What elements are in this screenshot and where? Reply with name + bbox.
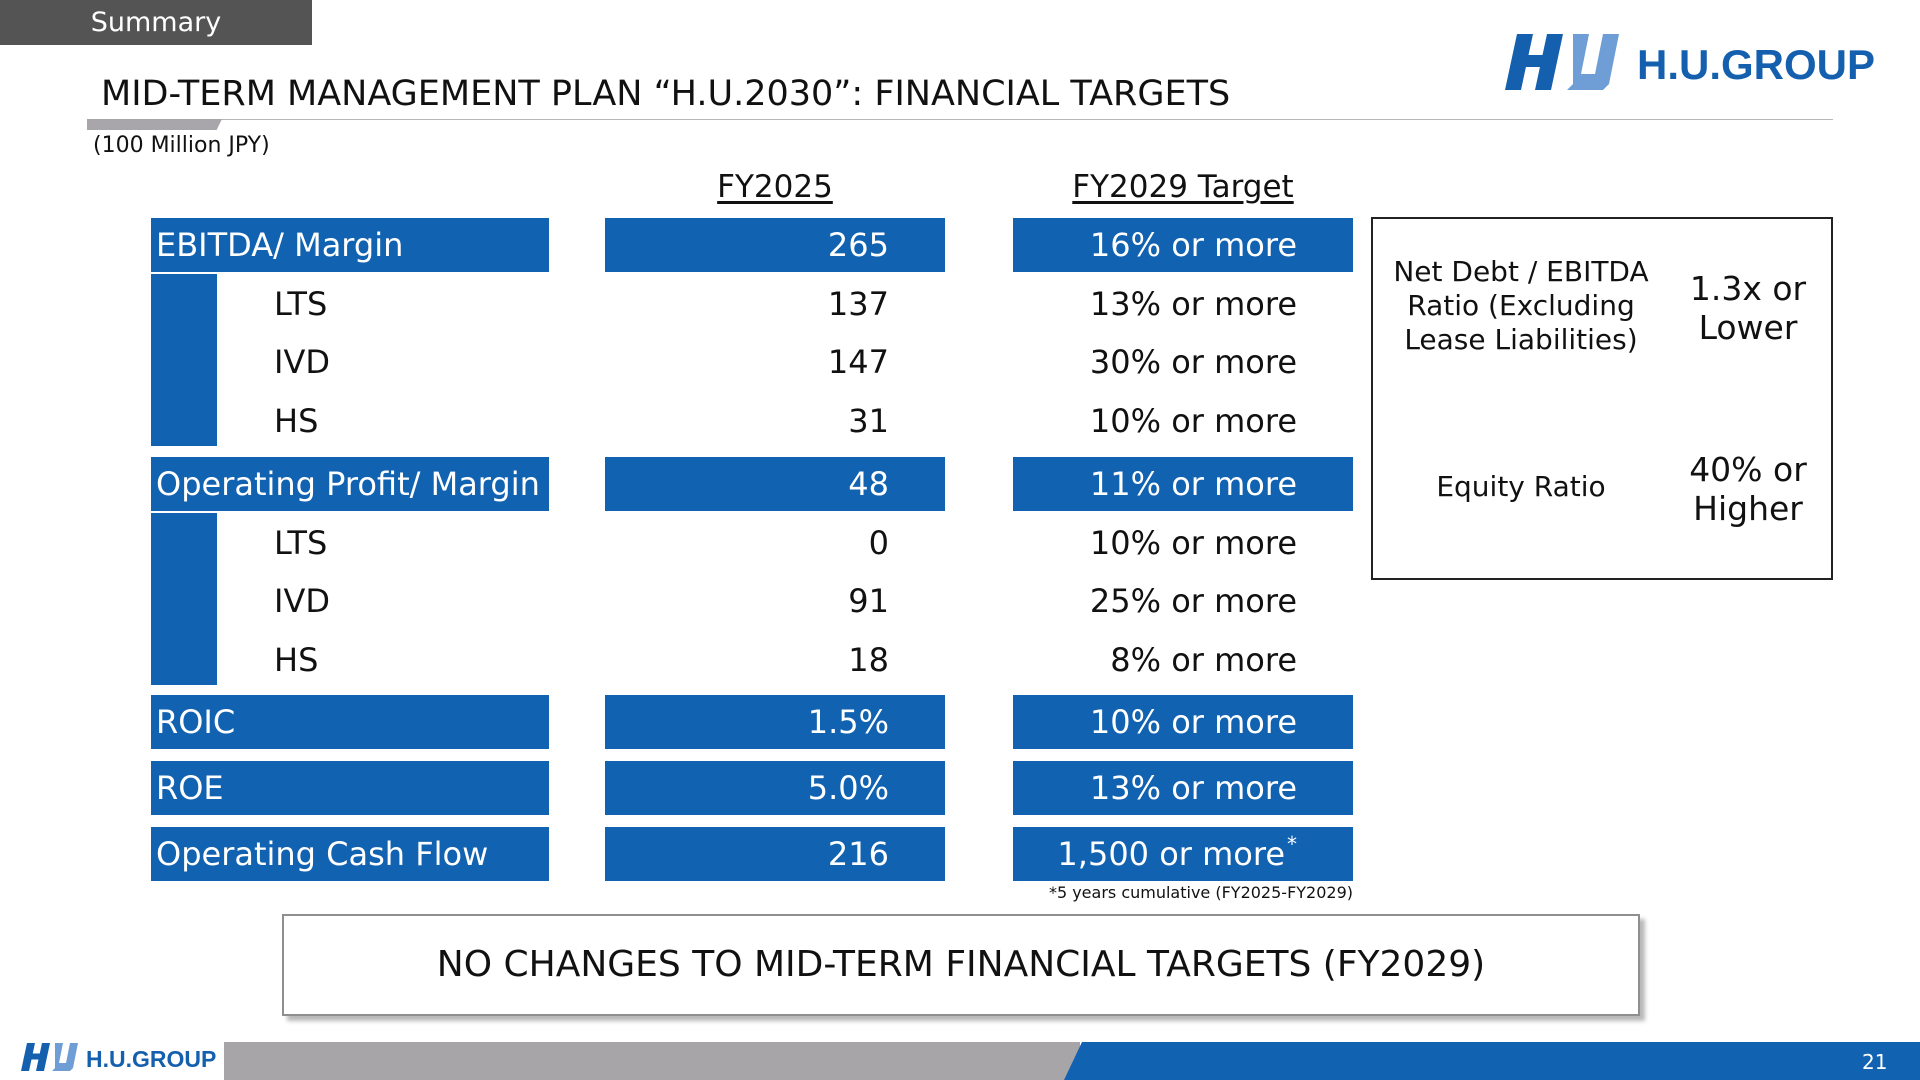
net-debt-ebitda-label: Net Debt / EBITDA Ratio (Excluding Lease…: [1393, 255, 1649, 356]
row-label-ebitda: EBITDA/ Margin: [151, 218, 549, 272]
value-operating-profit-fy2025: 48: [605, 457, 945, 511]
value-operating-cash-flow-fy2025: 216: [605, 827, 945, 881]
row-label-roe: ROE: [151, 761, 549, 815]
value-roe-fy2025: 5.0%: [605, 761, 945, 815]
page-number: 21: [1862, 1050, 1888, 1074]
value-ebitda-target: 16% or more: [1013, 218, 1353, 272]
title-divider-accent: [87, 119, 222, 130]
column-header-fy2025: FY2025: [717, 169, 833, 205]
value-ebitda-fy2025: 265: [605, 218, 945, 272]
ocf-target-text: 1,500 or more: [1057, 835, 1285, 873]
value-op-lts-target: 10% or more: [1089, 524, 1297, 562]
segment-label-hs: HS: [274, 641, 319, 679]
value-op-hs-fy2025: 18: [848, 641, 889, 679]
value-roe-target: 13% or more: [1013, 761, 1353, 815]
page-title: MID-TERM MANAGEMENT PLAN “H.U.2030”: FIN…: [101, 74, 1231, 114]
value-operating-profit-target: 11% or more: [1013, 457, 1353, 511]
column-header-fy2029-target: FY2029 Target: [1072, 169, 1294, 205]
no-changes-banner: NO CHANGES TO MID-TERM FINANCIAL TARGETS…: [282, 914, 1640, 1016]
segment-label-ivd: IVD: [274, 343, 330, 381]
row-label-roic: ROIC: [151, 695, 549, 749]
equity-ratio-value: 40% or Higher: [1689, 450, 1807, 528]
segment-label-ivd: IVD: [274, 582, 330, 620]
footer-logo-wordmark: H.U.GROUP: [86, 1046, 217, 1072]
section-tab: Summary: [0, 0, 312, 45]
value-ebitda-hs-fy2025: 31: [848, 402, 889, 440]
footer-logo: H.U.GROUP: [20, 1040, 220, 1074]
equity-ratio-label: Equity Ratio: [1436, 470, 1606, 503]
row-label-operating-cash-flow: Operating Cash Flow: [151, 827, 549, 881]
value-op-lts-fy2025: 0: [868, 524, 889, 562]
logo-wordmark: H.U.GROUP: [1637, 41, 1876, 88]
footer-bar-blue: [1064, 1042, 1920, 1080]
value-op-ivd-fy2025: 91: [848, 582, 889, 620]
title-divider: [87, 119, 1833, 120]
segment-label-lts: LTS: [274, 285, 328, 323]
value-ebitda-ivd-fy2025: 147: [827, 343, 889, 381]
footer-bar-gray: [224, 1042, 1080, 1080]
segment-label-hs: HS: [274, 402, 319, 440]
balance-sheet-kpi-box: Net Debt / EBITDA Ratio (Excluding Lease…: [1371, 217, 1833, 580]
value-ebitda-hs-target: 10% or more: [1089, 402, 1297, 440]
units-label: (100 Million JPY): [93, 133, 270, 158]
row-label-operating-profit: Operating Profit/ Margin: [151, 457, 549, 511]
operating-profit-segment-bar: [151, 513, 217, 685]
hu-logo-icon: [21, 1043, 78, 1071]
net-debt-ebitda-value: 1.3x or Lower: [1689, 269, 1807, 347]
footnote: *5 years cumulative (FY2025-FY2029): [1048, 883, 1353, 902]
value-operating-cash-flow-target: 1,500 or more *: [1013, 827, 1353, 881]
value-op-ivd-target: 25% or more: [1089, 582, 1297, 620]
value-ebitda-ivd-target: 30% or more: [1089, 343, 1297, 381]
ebitda-segment-bar: [151, 274, 217, 446]
value-roic-target: 10% or more: [1013, 695, 1353, 749]
segment-label-lts: LTS: [274, 524, 328, 562]
value-op-hs-target: 8% or more: [1110, 641, 1297, 679]
hu-logo-icon: [1505, 34, 1619, 90]
footnote-marker: *: [1287, 832, 1297, 856]
value-roic-fy2025: 1.5%: [605, 695, 945, 749]
value-ebitda-lts-fy2025: 137: [827, 285, 889, 323]
company-logo: H.U.GROUP: [1503, 34, 1883, 90]
value-ebitda-lts-target: 13% or more: [1089, 285, 1297, 323]
